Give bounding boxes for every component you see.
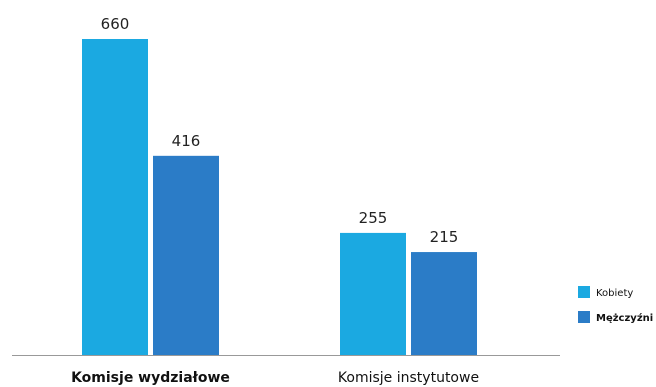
value-label-2-2: 215: [430, 228, 459, 246]
legend-label-2: Mężczyźni: [596, 312, 653, 324]
value-labels-group: 660 416 255 215: [101, 15, 459, 246]
legend: Kobiety Mężczyźni: [578, 286, 653, 324]
category-label-1: Komisje wydziałowe: [71, 370, 230, 386]
legend-swatch-2: [578, 311, 590, 323]
category-label-2: Komisje instytutowe: [338, 370, 479, 386]
bar-1-1: [82, 39, 148, 355]
legend-label-1: Kobiety: [596, 288, 633, 299]
legend-swatch-1: [578, 286, 590, 298]
bar-1-2: [153, 155, 219, 355]
value-label-2-1: 255: [359, 209, 388, 227]
value-label-1-2: 416: [172, 132, 201, 150]
category-labels-group: Komisje wydziałowe Komisje instytutowe: [71, 370, 479, 386]
value-label-1-1: 660: [101, 15, 130, 33]
bar-2-1: [340, 232, 406, 355]
bars-group: [82, 39, 477, 355]
bar-2-2: [411, 252, 477, 355]
